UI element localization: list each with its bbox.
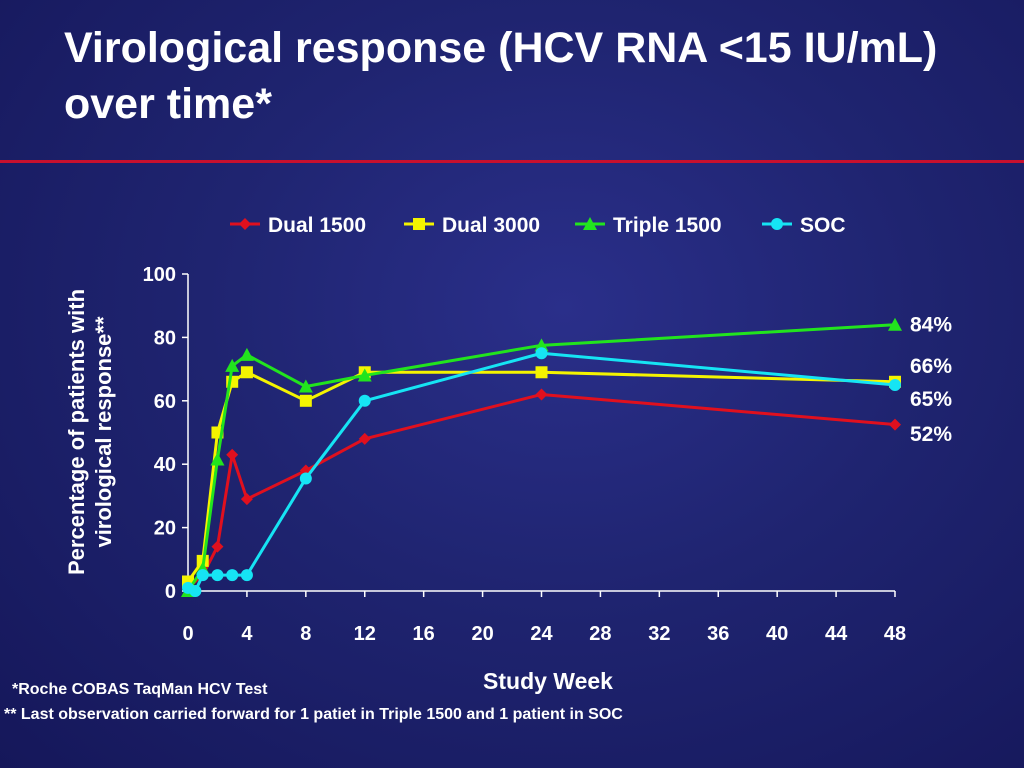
- x-tick-label: 44: [825, 623, 848, 645]
- end-value-label: 84%: [910, 314, 952, 337]
- end-value-label: 52%: [910, 423, 952, 446]
- data-point-soc: [226, 569, 239, 582]
- data-point-dual-1500: [211, 540, 224, 553]
- legend-label-dual-1500: Dual 1500: [268, 214, 366, 237]
- series-line-triple-1500: [186, 323, 896, 592]
- data-point-dual-1500: [535, 388, 548, 401]
- end-value-label: 66%: [910, 355, 952, 378]
- data-point-dual-1500: [240, 493, 253, 506]
- data-point-soc: [240, 569, 253, 582]
- series-line-dual-1500: [187, 392, 896, 589]
- data-point-soc: [889, 378, 901, 391]
- x-tick-label: 16: [413, 623, 435, 645]
- legend-marker-dual-3000: [413, 218, 425, 230]
- legend-label-soc: SOC: [800, 214, 846, 237]
- y-tick-label: 80: [154, 327, 176, 349]
- y-axis-label-line: Percentage of patients with: [64, 289, 89, 575]
- data-point-dual-3000: [240, 366, 253, 379]
- title-divider: [0, 160, 1024, 163]
- data-point-triple-1500: [239, 347, 254, 361]
- footnote-locf: ** Last observation carried forward for …: [4, 706, 623, 723]
- x-tick-label: 20: [471, 623, 493, 645]
- data-point-triple-1500: [210, 452, 225, 466]
- y-tick-label: 40: [154, 454, 176, 476]
- data-point-dual-3000: [299, 394, 312, 407]
- y-axis-label: Percentage of patients withvirological r…: [64, 289, 116, 575]
- x-axis-label: Study Week: [483, 668, 613, 694]
- y-tick-label: 20: [154, 518, 176, 540]
- y-tick-label: 100: [143, 264, 176, 286]
- x-tick-label: 4: [241, 623, 253, 645]
- data-point-triple-1500: [534, 338, 549, 352]
- y-tick-label: 60: [154, 391, 176, 413]
- x-tick-label: 8: [300, 623, 311, 645]
- end-value-label: 65%: [910, 388, 952, 411]
- x-tick-label: 36: [707, 623, 729, 645]
- data-point-soc: [299, 472, 312, 485]
- data-point-soc: [189, 585, 202, 597]
- data-point-soc: [535, 347, 548, 360]
- x-tick-label: 12: [354, 623, 376, 645]
- y-axis-label-line: virological response**: [91, 316, 116, 548]
- legend-label-triple-1500: Triple 1500: [613, 214, 722, 237]
- legend-marker-triple-1500: [583, 217, 597, 230]
- slide-title: Virological response (HCV RNA <15 IU/mL)…: [64, 24, 938, 128]
- footnote-assay: *Roche COBAS TaqMan HCV Test: [12, 681, 268, 698]
- data-point-triple-1500: [357, 368, 372, 382]
- data-point-triple-1500: [225, 358, 240, 372]
- data-point-soc: [211, 569, 224, 582]
- data-point-triple-1500: [298, 379, 313, 393]
- y-tick-label: 0: [165, 581, 176, 603]
- series-line-soc: [187, 351, 896, 593]
- legend-label-dual-3000: Dual 3000: [442, 214, 540, 237]
- legend-marker-soc: [771, 218, 783, 230]
- x-tick-label: 32: [648, 623, 670, 645]
- x-tick-label: 40: [766, 623, 788, 645]
- data-point-triple-1500: [888, 317, 902, 331]
- data-point-dual-1500: [226, 448, 239, 461]
- x-tick-label: 28: [589, 623, 611, 645]
- data-point-dual-1500: [358, 432, 371, 445]
- data-point-soc: [196, 569, 209, 582]
- x-tick-label: 0: [182, 623, 193, 645]
- data-point-dual-3000: [535, 366, 548, 379]
- data-point-dual-1500: [889, 418, 901, 431]
- legend-marker-dual-1500: [239, 218, 251, 230]
- x-tick-label: 48: [884, 623, 906, 645]
- data-point-soc: [358, 394, 371, 407]
- x-tick-label: 24: [530, 623, 553, 645]
